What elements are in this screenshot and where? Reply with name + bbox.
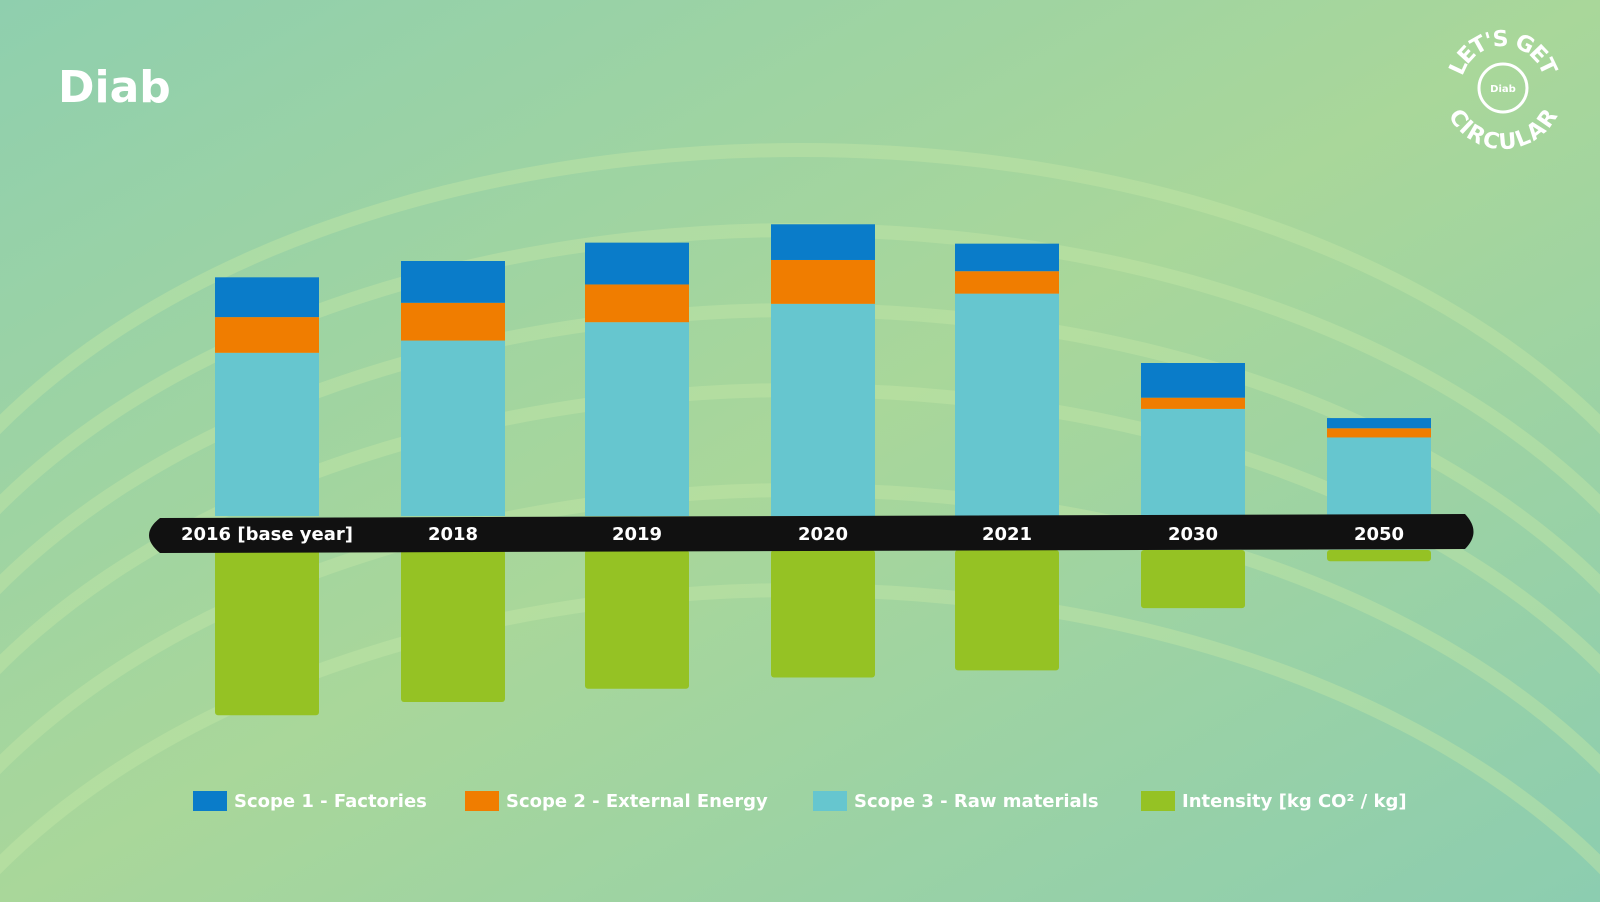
- x-tick-label: 2018: [428, 524, 478, 545]
- intensity-bar: [955, 550, 1059, 671]
- bar-segment: [401, 261, 505, 303]
- legend-label: Scope 2 - External Energy: [506, 791, 768, 812]
- bar-segment: [1141, 397, 1245, 409]
- intensity-bar: [1327, 550, 1431, 562]
- legend-swatch: [1141, 791, 1175, 811]
- intensity-bar: [215, 550, 319, 716]
- x-tick-label: 2019: [612, 524, 662, 545]
- bar-segment: [401, 302, 505, 341]
- bar-segment: [955, 293, 1059, 516]
- x-tick-label: 2016 [base year]: [181, 524, 353, 545]
- bar-segment: [215, 277, 319, 318]
- legend-label: Scope 3 - Raw materials: [854, 791, 1099, 812]
- legend-swatch: [193, 791, 227, 811]
- bar-segment: [1141, 363, 1245, 398]
- x-tick-label: 2021: [982, 524, 1032, 545]
- legend-swatch: [465, 791, 499, 811]
- bar-segment: [401, 340, 505, 516]
- bar-segment: [585, 284, 689, 323]
- x-tick-label: 2030: [1168, 524, 1218, 545]
- bar-segment: [585, 242, 689, 285]
- bar-segment: [1327, 418, 1431, 429]
- bar-segment: [771, 224, 875, 260]
- bar-segment: [215, 317, 319, 353]
- bar-segment: [1141, 408, 1245, 516]
- logo: Diab: [58, 62, 171, 113]
- bar-segment: [771, 303, 875, 516]
- badge-center: Diab: [1490, 84, 1516, 95]
- legend-label: Scope 1 - Factories: [234, 791, 427, 812]
- bar-segment: [955, 243, 1059, 272]
- badge-ring: [1477, 62, 1529, 114]
- x-tick-label: 2050: [1354, 524, 1404, 545]
- bar-segment: [1327, 428, 1431, 438]
- intensity-bar: [771, 550, 875, 678]
- x-tick-label: 2020: [798, 524, 848, 545]
- intensity-bar: [585, 550, 689, 689]
- bar-segment: [215, 352, 319, 516]
- axis-band: [149, 514, 1474, 553]
- bar-segment: [955, 271, 1059, 294]
- intensity-bar: [1141, 550, 1245, 609]
- bar-segment: [1327, 437, 1431, 516]
- intensity-bar: [401, 550, 505, 702]
- bar-segment: [771, 259, 875, 304]
- bar-segment: [585, 322, 689, 516]
- legend-label: Intensity [kg CO² / kg]: [1182, 791, 1407, 812]
- legend-swatch: [813, 791, 847, 811]
